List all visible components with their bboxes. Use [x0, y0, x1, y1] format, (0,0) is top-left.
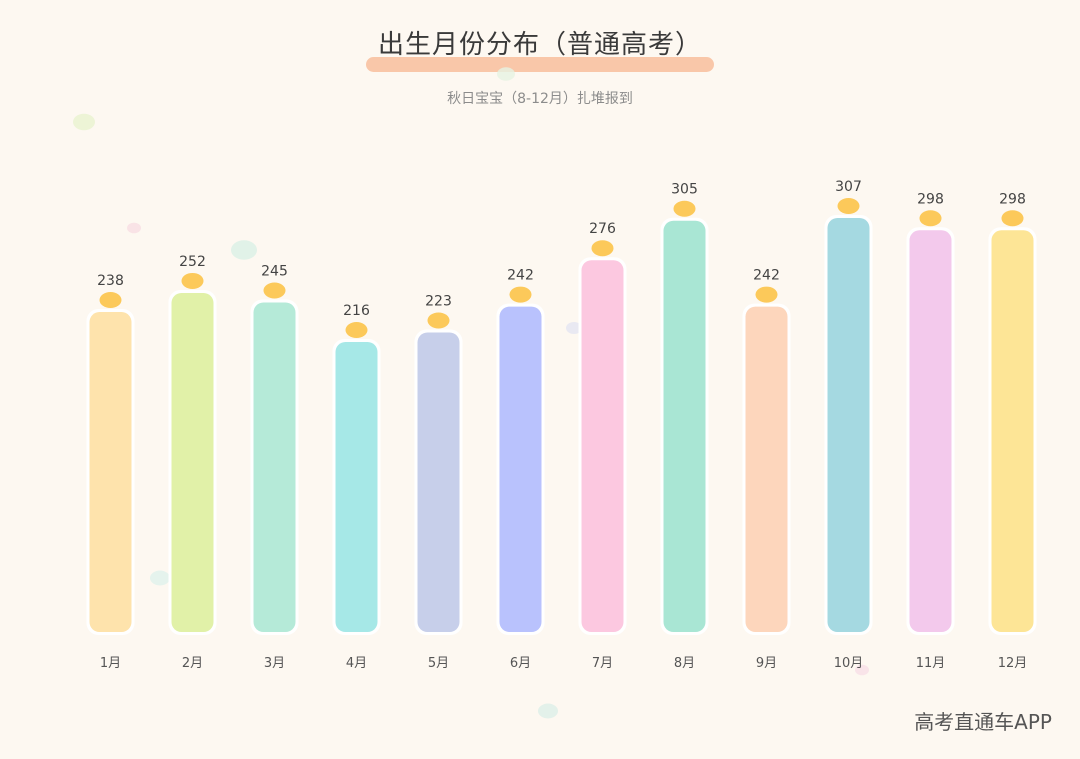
bar — [89, 312, 132, 632]
data-label: 245 — [261, 263, 288, 279]
bar-cap-dot — [755, 286, 778, 303]
bar-cap-dot — [345, 322, 368, 338]
data-label: 305 — [671, 182, 698, 198]
x-tick-label: 2月 — [182, 656, 203, 671]
bar — [909, 230, 952, 632]
bar — [745, 306, 788, 632]
bar — [253, 302, 296, 632]
bar-cap-dot — [1001, 210, 1024, 227]
decor-bubble — [231, 240, 257, 260]
x-tick-label: 8月 — [674, 656, 695, 671]
bar — [581, 260, 624, 632]
data-label: 242 — [753, 268, 780, 284]
chart-subtitle: 秋日宝宝（8-12月）扎堆报到 — [447, 91, 633, 107]
bar — [499, 306, 542, 632]
x-tick-label: 9月 — [756, 656, 777, 671]
x-tick-label: 4月 — [346, 656, 367, 671]
bar-cap-dot — [263, 282, 286, 299]
decor-bubble — [497, 67, 515, 81]
background-decorations — [73, 67, 869, 719]
chart-title: 出生月份分布（普通高考） — [377, 30, 702, 60]
x-tick-label: 5月 — [428, 656, 449, 671]
data-label: 238 — [97, 273, 124, 289]
x-tick-label: 1月 — [100, 656, 121, 671]
title-underline — [366, 57, 714, 72]
data-label: 276 — [589, 221, 616, 237]
data-label: 242 — [507, 268, 534, 284]
bar-cap-dot — [591, 240, 614, 257]
bar — [663, 220, 706, 632]
decor-bubble — [73, 113, 95, 131]
decor-bubble — [538, 703, 558, 719]
data-label: 216 — [343, 303, 370, 319]
x-tick-label: 3月 — [264, 656, 285, 671]
x-tick-label: 10月 — [834, 656, 864, 671]
data-label: 298 — [999, 191, 1026, 207]
data-label: 223 — [425, 293, 452, 309]
decor-bubble — [127, 222, 141, 234]
bar-cap-dot — [181, 272, 204, 289]
bar — [335, 342, 378, 632]
x-tick-label: 12月 — [998, 656, 1028, 671]
bar — [991, 230, 1034, 632]
watermark: 高考直通车APP — [914, 710, 1052, 734]
bar — [417, 332, 460, 632]
bar-cap-dot — [919, 210, 942, 227]
bar-cap-dot — [99, 292, 122, 309]
bar-cap-dot — [427, 312, 450, 329]
x-tick-label: 6月 — [510, 656, 531, 671]
bar — [171, 292, 214, 632]
decor-bubble — [855, 664, 869, 676]
bar — [827, 218, 870, 632]
x-tick-label: 7月 — [592, 656, 613, 671]
bar-cap-dot — [837, 198, 860, 214]
labels-group: 238 1月 252 2月 245 3月 216 4月 223 5月 242 6月 276 7月 305 8月… — [97, 179, 1027, 671]
data-label: 252 — [179, 254, 206, 270]
decor-bubble — [566, 322, 582, 334]
decor-bubble — [150, 570, 170, 586]
x-tick-label: 11月 — [916, 656, 946, 671]
bar-cap-dot — [509, 286, 532, 303]
bars-group — [86, 198, 1037, 635]
data-label: 298 — [917, 191, 944, 207]
data-label: 307 — [835, 179, 862, 195]
bar-cap-dot — [673, 200, 696, 217]
